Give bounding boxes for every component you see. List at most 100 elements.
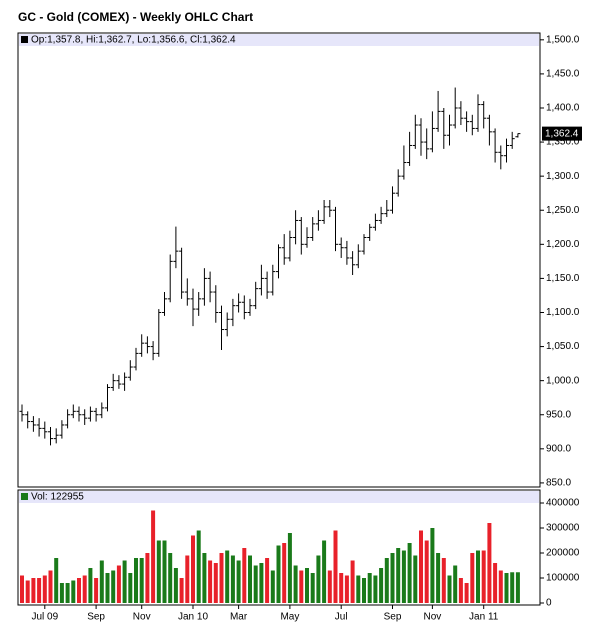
volume-bar	[105, 573, 110, 603]
volume-bar	[54, 558, 59, 603]
volume-bar	[396, 548, 401, 603]
volume-bar	[196, 530, 201, 603]
volume-bar	[481, 550, 486, 603]
volume-bar	[59, 583, 64, 603]
volume-bar	[510, 572, 515, 603]
volume-bar	[82, 575, 87, 603]
volume-bar	[493, 563, 498, 603]
y-tick-label: 1,200.0	[546, 239, 580, 250]
volume-bar	[213, 563, 218, 603]
volume-bar	[430, 528, 435, 603]
volume-bar	[156, 540, 161, 603]
volume-bar	[464, 583, 469, 603]
y2-tick-label: 0	[546, 598, 552, 609]
volume-bar	[339, 573, 344, 603]
volume-bar	[77, 578, 81, 603]
volume-bar	[458, 578, 463, 603]
volume-bar	[390, 553, 395, 603]
volume-bar	[419, 530, 423, 603]
y-tick-label: 1,100.0	[546, 307, 580, 318]
y-tick-label: 850.0	[546, 478, 571, 489]
volume-bar	[20, 575, 24, 603]
volume-bar	[99, 560, 104, 603]
volume-bar	[441, 558, 446, 603]
volume-bar	[122, 560, 127, 603]
x-tick-label: Jul	[335, 612, 348, 623]
last-price-box	[542, 126, 582, 141]
volume-bar	[71, 580, 76, 603]
volume-bar	[31, 578, 36, 603]
volume-bar	[453, 565, 458, 603]
y-tick-label: 1,400.0	[546, 103, 580, 114]
volume-bar	[384, 558, 389, 603]
volume-bar	[299, 570, 304, 603]
volume-bar	[282, 543, 287, 603]
volume-bar	[185, 555, 190, 603]
x-tick-label: Jan 10	[178, 612, 208, 623]
volume-bar	[236, 560, 241, 603]
volume-bar	[407, 543, 412, 603]
y-tick-label: 1,300.0	[546, 171, 580, 182]
x-tick-label: Mar	[230, 612, 248, 623]
y-tick-label: 950.0	[546, 409, 571, 420]
volume-bar	[134, 558, 138, 603]
volume-bar	[208, 560, 213, 603]
volume-bar	[265, 558, 270, 603]
volume-bar	[219, 553, 224, 603]
volume-bar	[379, 568, 384, 603]
volume-bar	[327, 570, 332, 603]
volume-bar	[191, 535, 195, 603]
volume-bar	[253, 565, 258, 603]
volume-bar	[145, 553, 150, 603]
volume-bar	[42, 575, 47, 603]
y-tick-label: 1,050.0	[546, 341, 580, 352]
volume-bar	[230, 555, 235, 603]
volume-bar	[487, 523, 492, 603]
volume-bar	[316, 555, 321, 603]
volume-bar	[248, 555, 252, 603]
ohlc-legend-swatch	[21, 36, 28, 43]
y-tick-label: 1,000.0	[546, 375, 580, 386]
y-tick-label: 1,500.0	[546, 34, 580, 45]
volume-bar	[367, 573, 372, 603]
volume-bar	[333, 530, 338, 603]
volume-bar	[179, 578, 184, 603]
ohlc-legend-strip	[19, 34, 539, 46]
volume-bar	[498, 570, 503, 603]
volume-bar	[287, 533, 292, 603]
volume-bar	[225, 550, 230, 603]
x-tick-label: Nov	[424, 612, 442, 623]
volume-bar	[476, 550, 480, 603]
volume-bar	[25, 580, 30, 603]
volume-bar	[322, 540, 327, 603]
volume-bar	[173, 568, 178, 603]
volume-bar	[88, 568, 93, 603]
x-tick-label: Sep	[384, 612, 402, 623]
x-tick-label: May	[280, 612, 299, 623]
volume-bar	[356, 575, 361, 603]
volume-bar	[401, 550, 406, 603]
volume-bar	[373, 575, 378, 603]
y2-tick-label: 200000	[546, 548, 580, 559]
volume-bar	[162, 540, 167, 603]
volume-bar	[413, 555, 418, 603]
volume-bar	[270, 570, 275, 603]
volume-bar	[168, 553, 173, 603]
volume-bar	[65, 583, 70, 603]
volume-bar	[293, 565, 298, 603]
volume-bar	[362, 578, 366, 603]
ohlc-legend: Op:1,357.8, Hi:1,362.7, Lo:1,356.6, Cl:1…	[31, 35, 236, 46]
volume-bar	[310, 573, 315, 603]
y-tick-label: 1,450.0	[546, 69, 580, 80]
y2-tick-label: 300000	[546, 523, 580, 534]
volume-bar	[447, 575, 452, 603]
volume-bar	[151, 510, 156, 603]
y-tick-label: 1,350.0	[546, 137, 580, 148]
y2-tick-label: 100000	[546, 573, 580, 584]
volume-bar	[436, 553, 441, 603]
volume-bar	[37, 578, 42, 603]
volume-legend: Vol: 122955	[31, 492, 84, 503]
volume-bar	[111, 570, 116, 603]
volume-bar	[259, 563, 264, 603]
